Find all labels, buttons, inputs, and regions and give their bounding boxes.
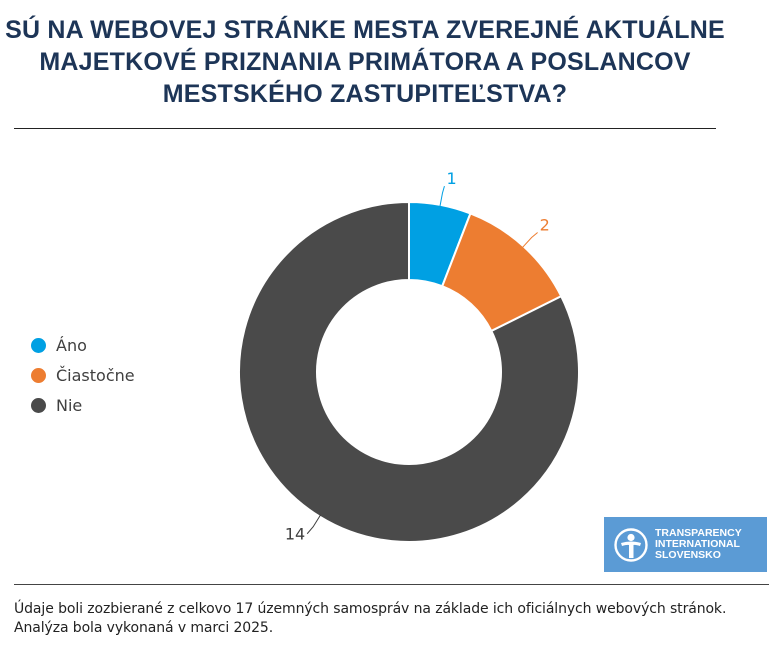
legend-label-1: Áno — [56, 335, 87, 355]
data-label-leader-3 — [306, 514, 321, 535]
legend-swatch-3 — [31, 397, 46, 413]
data-label-1: 1 — [446, 169, 456, 188]
transparency-globe-icon — [614, 527, 648, 562]
chart-title-line-3: MESTSKÉHO ZASTUPITEĽSTVA? — [162, 80, 568, 108]
logo-wordmark: TRANSPARENCY INTERNATIONAL SLOVENSKO — [655, 528, 742, 561]
logo-line-1: TRANSPARENCY — [655, 527, 742, 539]
legend-swatch-2 — [31, 367, 46, 383]
footnote-line-1: Údaje boli zozbierané z celkovo 17 územn… — [14, 601, 727, 617]
data-label-leader-2 — [521, 232, 538, 249]
transparency-international-logo: TRANSPARENCY INTERNATIONAL SLOVENSKO — [604, 517, 767, 572]
chart-title-line-1: SÚ NA WEBOVEJ STRÁNKE MESTA ZVEREJNÉ AKT… — [5, 16, 725, 44]
data-label-3: 14 — [285, 525, 305, 544]
legend-item-2: Čiastočne — [31, 360, 135, 390]
legend-label-3: Nie — [56, 395, 83, 415]
logo-line-3: SLOVENSKO — [655, 549, 721, 561]
data-label-leader-1 — [439, 185, 445, 207]
footnote-divider — [14, 584, 769, 585]
footnote: Údaje boli zozbierané z celkovo 17 územn… — [14, 600, 726, 638]
title-divider — [14, 128, 716, 129]
logo-line-2: INTERNATIONAL — [655, 538, 740, 550]
legend-item-3: Nie — [31, 390, 135, 420]
legend-label-2: Čiastočne — [56, 365, 135, 385]
donut-chart: 1 2 14 — [238, 169, 580, 544]
legend-item-1: Áno — [31, 330, 135, 360]
data-label-2: 2 — [540, 216, 550, 235]
legend-swatch-1 — [31, 337, 46, 353]
footnote-line-2: Analýza bola vykonaná v marci 2025. — [14, 620, 274, 636]
chart-title-line-2: MAJETKOVÉ PRIZNANIA PRIMÁTORA A POSLANCO… — [39, 48, 691, 76]
chart-title: SÚ NA WEBOVEJ STRÁNKE MESTA ZVEREJNÉ AKT… — [0, 14, 730, 110]
donut-slice-3 — [238, 200, 580, 543]
chart-legend: Áno Čiastočne Nie — [31, 330, 135, 420]
